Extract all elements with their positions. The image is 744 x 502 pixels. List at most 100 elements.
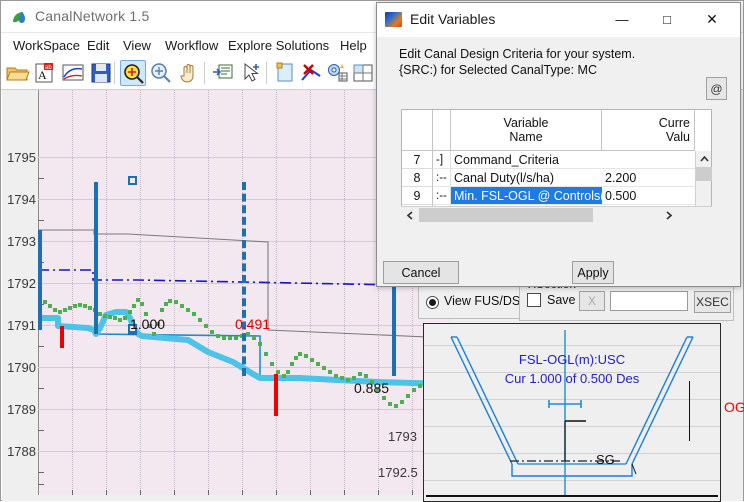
xsec-gridline bbox=[424, 345, 720, 346]
maximize-button[interactable]: □ bbox=[663, 12, 671, 27]
toolbar-separator-2 bbox=[204, 62, 205, 84]
xsec-geometry bbox=[426, 330, 718, 497]
hscrollbar-thumb[interactable] bbox=[419, 208, 593, 222]
gridline-vertical bbox=[106, 90, 108, 495]
network-settings-icon[interactable] bbox=[324, 60, 350, 86]
gridline-vertical bbox=[276, 90, 278, 495]
xsec-label-line2: Cur 1.000 of 0.500 Des bbox=[504, 371, 640, 386]
save-disk-icon[interactable] bbox=[88, 60, 114, 86]
dialog-titlebar[interactable]: Edit Variables — □ ✕ bbox=[377, 3, 740, 37]
apply-button[interactable]: Apply bbox=[572, 261, 614, 284]
control-marker-3[interactable] bbox=[392, 252, 396, 376]
menu-view[interactable]: View bbox=[123, 38, 151, 53]
table-row-number: 7 bbox=[402, 151, 433, 169]
matlab-icon bbox=[385, 12, 402, 27]
svg-text:ab: ab bbox=[45, 65, 52, 71]
menu-edit[interactable]: Edit bbox=[87, 38, 110, 53]
table-row-tree: -] bbox=[433, 151, 451, 169]
table-cell-value[interactable] bbox=[602, 151, 695, 169]
xsec-label-line1: FSL-OGL(m):USC bbox=[518, 352, 626, 367]
annotation-label-1: 1.000 bbox=[130, 316, 166, 332]
menu-explore-solutions[interactable]: Explore Solutions bbox=[228, 38, 330, 53]
ytick-minor-mark bbox=[38, 472, 44, 473]
xsec-button[interactable]: XSEC bbox=[694, 291, 731, 313]
menu-help[interactable]: Help bbox=[340, 38, 367, 53]
pan-hand-icon[interactable] bbox=[176, 60, 202, 86]
dialog-description-line1: Edit Canal Design Criteria for your syst… bbox=[399, 47, 636, 61]
plot-curve-icon[interactable] bbox=[60, 60, 86, 86]
control-marker-1[interactable] bbox=[94, 182, 98, 334]
ytick-minor-mark bbox=[38, 484, 44, 485]
sg-label: SG bbox=[596, 452, 615, 467]
table-cell-value[interactable]: 0.500 bbox=[602, 187, 695, 205]
table-cell-value[interactable]: 2.200 bbox=[602, 169, 695, 187]
ytick-label-1793: 1793 bbox=[7, 234, 36, 249]
chevron-right-icon[interactable] bbox=[661, 207, 677, 223]
table-row-selected[interactable]: Min. FSL-OGL @ Controls(m) bbox=[451, 187, 602, 205]
menu-workflow[interactable]: Workflow bbox=[165, 38, 219, 53]
control-marker-2-dashed[interactable] bbox=[242, 182, 246, 376]
selected-node-marker-upper[interactable] bbox=[128, 176, 137, 185]
insert-note-icon[interactable] bbox=[210, 60, 236, 86]
dialog-description-line2: {SRC:) for Selected CanalType: MC bbox=[399, 63, 597, 77]
leaf-droplet-icon bbox=[11, 9, 29, 27]
ytick-label-1795: 1795 bbox=[7, 150, 36, 165]
pointer-add-icon[interactable] bbox=[238, 60, 264, 86]
open-folder-icon[interactable] bbox=[4, 60, 30, 86]
annotation-label-3: 0.885 bbox=[354, 380, 390, 396]
table-header-current-value[interactable]: Curre Valu bbox=[602, 110, 695, 151]
header-line2: Name bbox=[509, 130, 543, 144]
toolbar-separator-3 bbox=[266, 62, 267, 84]
xsec-gridline bbox=[424, 453, 720, 454]
ytick-minor-mark bbox=[38, 430, 44, 431]
gridline-horizontal bbox=[38, 451, 450, 452]
table-horizontal-scrollbar[interactable] bbox=[401, 206, 712, 223]
ytick-label-1792: 1792 bbox=[7, 276, 36, 291]
new-page-icon[interactable] bbox=[272, 60, 298, 86]
toolbar-separator-1 bbox=[114, 62, 115, 84]
ytick-minor-mark bbox=[38, 346, 44, 347]
chevron-left-icon[interactable] bbox=[402, 207, 418, 223]
cross-section-plot[interactable]: FSL-OGL(m):USC Cur 1.000 of 0.500 Des SG bbox=[423, 323, 721, 502]
cancel-button[interactable]: Cancel bbox=[383, 261, 459, 284]
delete-link-icon[interactable] bbox=[298, 60, 324, 86]
gridline-vertical bbox=[72, 90, 74, 495]
table-row[interactable]: Canal Duty(l/s/ha) bbox=[451, 169, 602, 187]
xtick-mark bbox=[310, 490, 311, 495]
x-button[interactable]: X bbox=[579, 291, 605, 311]
at-button[interactable]: @ bbox=[706, 77, 727, 100]
chevron-up-icon[interactable] bbox=[696, 151, 712, 166]
menu-workspace[interactable]: WorkSpace bbox=[13, 38, 80, 53]
xtick-mark bbox=[140, 490, 141, 495]
header-line1: Variable bbox=[503, 116, 549, 130]
xtick-mark bbox=[276, 490, 277, 495]
xsection-text-field[interactable] bbox=[610, 291, 688, 311]
table-row-tree: :-- bbox=[433, 187, 451, 205]
radio-selected-dot bbox=[429, 299, 436, 306]
xsec-gridline bbox=[424, 426, 720, 427]
annotation-label-2: 0.491 bbox=[235, 316, 271, 332]
table-grid-icon[interactable] bbox=[350, 60, 376, 86]
close-button[interactable]: ✕ bbox=[706, 11, 718, 27]
zoom-in-active-icon[interactable] bbox=[120, 60, 146, 86]
ytick-label-1789: 1789 bbox=[7, 402, 36, 417]
table-header-variable-name[interactable]: Variable Name bbox=[451, 110, 602, 151]
ytick-minor-mark bbox=[38, 178, 44, 179]
save-checkbox[interactable] bbox=[527, 293, 541, 307]
control-marker-origin[interactable] bbox=[38, 230, 42, 330]
table-header-rownum bbox=[402, 110, 433, 151]
gridline-vertical bbox=[140, 90, 142, 495]
selected-node-marker[interactable] bbox=[128, 324, 137, 333]
zoom-out-icon[interactable] bbox=[148, 60, 174, 86]
table-row[interactable]: Command_Criteria bbox=[451, 151, 602, 169]
table-header-tree bbox=[433, 110, 451, 151]
scrollbar-thumb[interactable] bbox=[696, 167, 712, 181]
table-row-tree: :-- bbox=[433, 169, 451, 187]
edit-variables-dialog[interactable]: Edit Variables — □ ✕ Edit Canal Design C… bbox=[376, 2, 741, 287]
control-drop-red-2[interactable] bbox=[274, 374, 278, 416]
minimize-button[interactable]: — bbox=[615, 12, 629, 27]
gridline-vertical bbox=[378, 90, 380, 495]
gridline-vertical bbox=[412, 90, 414, 495]
control-drop-red-1[interactable] bbox=[60, 326, 64, 348]
